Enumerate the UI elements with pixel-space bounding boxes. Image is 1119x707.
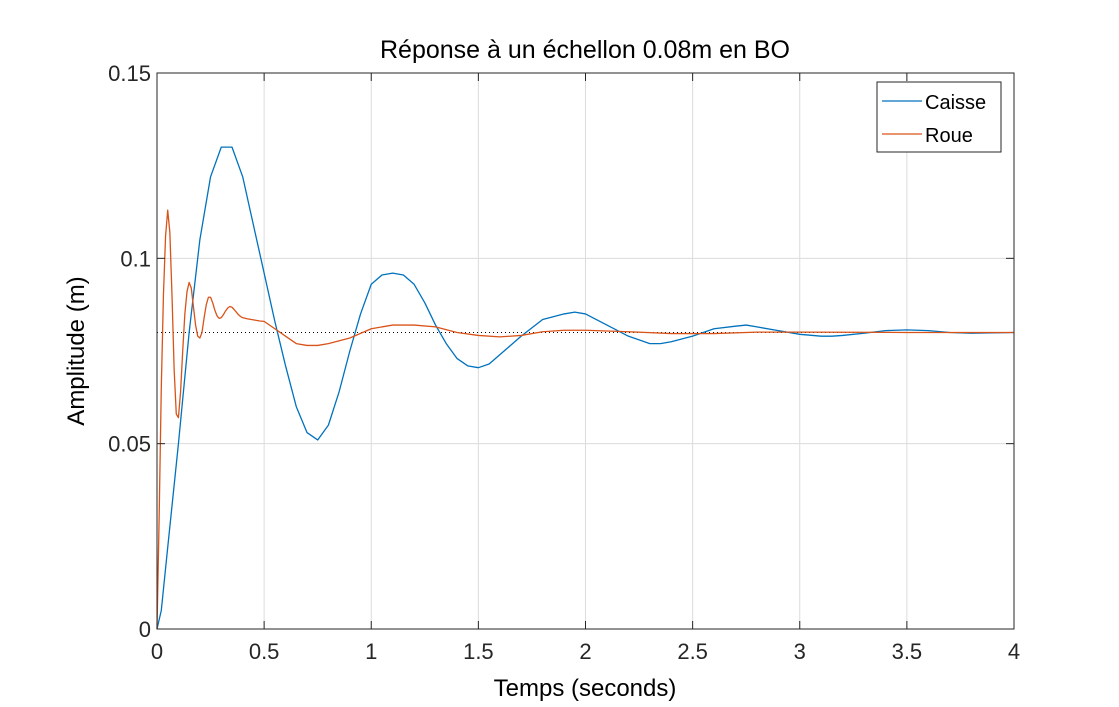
legend-box (876, 81, 1002, 153)
x-tick-label: 3.5 (892, 639, 923, 664)
x-tick-label: 4 (1008, 639, 1020, 664)
y-tick-label: 0.1 (120, 246, 151, 271)
series-line-roue (156, 209, 1014, 630)
tick-label-group: 0 0.5 1 1.5 2 2.5 3 3.5 4 0 0.05 0.1 0.15 (108, 61, 1020, 664)
y-tick-label: 0.15 (108, 61, 151, 86)
chart-title: Réponse à un échellon 0.08m en BO (380, 36, 790, 64)
x-tick-label: 0 (151, 639, 163, 664)
x-tick-label: 0.5 (249, 639, 280, 664)
legend: Caisse Roue (876, 81, 1002, 153)
y-tick-label: 0 (139, 617, 151, 642)
y-tick-label: 0.05 (108, 432, 151, 457)
x-tick-label: 3 (794, 639, 806, 664)
legend-label-caisse: Caisse (925, 92, 986, 114)
x-tick-label: 2.5 (677, 639, 708, 664)
x-axis-label: Temps (seconds) (494, 675, 677, 702)
tick-group (156, 72, 1015, 630)
x-tick-label: 2 (579, 639, 591, 664)
y-axis-label: Amplitude (m) (63, 276, 90, 425)
x-tick-label: 1.5 (463, 639, 494, 664)
legend-label-roue: Roue (925, 125, 973, 147)
series-line-caisse (156, 146, 1015, 630)
series-group (156, 146, 1015, 630)
x-tick-label: 1 (365, 639, 377, 664)
